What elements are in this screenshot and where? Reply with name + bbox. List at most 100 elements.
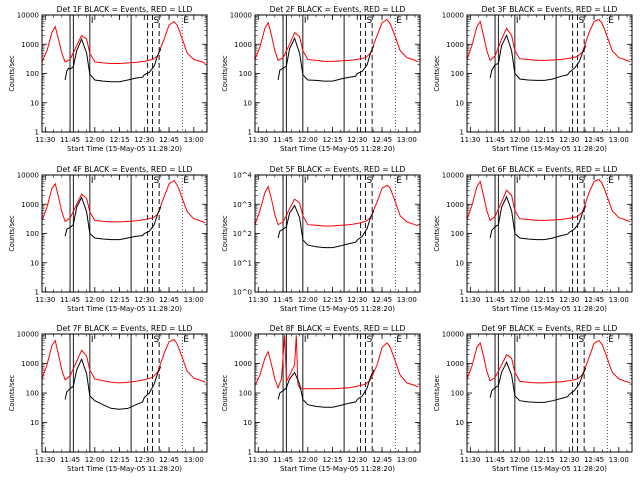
- x-tick-label: 12:30: [134, 456, 154, 464]
- x-tick-label: 13:00: [184, 456, 204, 464]
- marker-label: E: [396, 176, 402, 186]
- panel-title: Det 4F BLACK = Events, RED = LLD: [57, 165, 193, 174]
- y-tick-label: 1: [460, 449, 464, 457]
- marker-label: E: [183, 335, 189, 345]
- series-lld: [41, 20, 206, 64]
- marker-label: S: [579, 176, 585, 186]
- series-lld: [254, 18, 419, 63]
- x-tick-label: 12:15: [109, 136, 129, 144]
- x-tick-label: 12:00: [510, 136, 530, 144]
- panel-title: Det 9F BLACK = Events, RED = LLD: [482, 324, 618, 333]
- y-tick-label: 10000: [230, 331, 252, 339]
- panel-5: Det 5F BLACK = Events, RED = LLD Counts/s…: [221, 165, 421, 313]
- y-tick-label: 10: [243, 99, 252, 107]
- y-tick-label: 10^3: [233, 201, 252, 209]
- panel-title: Det 1F BLACK = Events, RED = LLD: [57, 5, 193, 14]
- x-tick-label: 12:15: [109, 296, 129, 304]
- plot-frame: [466, 333, 633, 453]
- y-tick-label: 100: [26, 390, 39, 398]
- panel-1: Det 1F BLACK = Events, RED = LLD Counts/s…: [8, 5, 208, 153]
- y-tick-label: 10000: [17, 331, 39, 339]
- y-tick-label: 10^4: [233, 172, 253, 180]
- y-tick-label: 10: [455, 259, 464, 267]
- y-tick-label: 10000: [17, 172, 39, 180]
- marker-label: E: [608, 335, 614, 345]
- x-tick-label: 12:00: [510, 456, 530, 464]
- x-tick-label: 12:00: [298, 296, 318, 304]
- x-tick-label: 11:45: [273, 136, 293, 144]
- x-tick-label: 12:30: [347, 456, 367, 464]
- panel-6: Det 6F BLACK = Events, RED = LLD Counts/s…: [433, 165, 633, 313]
- x-tick-label: 12:45: [159, 296, 179, 304]
- panel-title: Det 6F BLACK = Events, RED = LLD: [482, 165, 618, 174]
- x-tick-label: 11:30: [460, 296, 480, 304]
- x-tick-label: 12:30: [559, 456, 579, 464]
- panel-title: Det 3F BLACK = Events, RED = LLD: [482, 5, 618, 14]
- marker-label: E: [396, 335, 402, 345]
- x-tick-label: 11:45: [60, 296, 80, 304]
- series-events: [489, 195, 587, 241]
- y-tick-label: 1: [35, 449, 39, 457]
- y-tick-label: 100: [26, 70, 39, 78]
- y-tick-label: 100: [239, 70, 252, 78]
- series-lld: [466, 339, 631, 384]
- series-events: [64, 37, 162, 83]
- x-axis-label: Start Time (15-May-05 11:28:20): [280, 465, 395, 473]
- y-tick-label: 1000: [21, 41, 39, 49]
- y-tick-label: 100: [451, 390, 464, 398]
- plot-frame: [466, 174, 633, 293]
- marker-label: E: [396, 16, 402, 26]
- series-events: [64, 357, 162, 410]
- series-events: [277, 36, 375, 82]
- x-tick-label: 13:00: [609, 136, 629, 144]
- x-tick-label: 12:30: [347, 136, 367, 144]
- y-tick-label: 10: [243, 419, 252, 427]
- marker-label: E: [608, 176, 614, 186]
- series-events: [277, 369, 375, 408]
- x-tick-label: 13:00: [397, 136, 417, 144]
- x-tick-label: 12:15: [322, 136, 342, 144]
- x-tick-label: 12:15: [322, 456, 342, 464]
- y-tick-label: 10: [455, 99, 464, 107]
- series-lld: [254, 184, 419, 227]
- x-tick-label: 13:00: [397, 456, 417, 464]
- x-tick-label: 12:00: [85, 296, 105, 304]
- series-events: [489, 34, 587, 81]
- marker-label: E: [183, 16, 189, 26]
- x-tick-label: 11:45: [273, 296, 293, 304]
- x-tick-label: 11:30: [248, 456, 268, 464]
- y-tick-label: 10: [455, 419, 464, 427]
- y-tick-label: 1000: [446, 41, 464, 49]
- y-tick-label: 10: [30, 259, 39, 267]
- y-axis-label: Counts/sec: [221, 215, 229, 252]
- marker-label: I: [304, 176, 307, 186]
- panel-title: Det 5F BLACK = Events, RED = LLD: [270, 165, 406, 174]
- plot-frame: [254, 174, 421, 293]
- marker-label: S: [579, 16, 585, 26]
- plot-frame: [41, 333, 208, 453]
- y-tick-label: 100: [239, 390, 252, 398]
- marker-label: E: [183, 176, 189, 186]
- y-tick-label: 10: [30, 419, 39, 427]
- marker-label: S: [367, 176, 373, 186]
- marker-label: I: [304, 16, 307, 26]
- x-axis-label: Start Time (15-May-05 11:28:20): [492, 465, 607, 473]
- x-tick-label: 12:15: [109, 456, 129, 464]
- plot-frame: [466, 14, 633, 133]
- y-tick-label: 1: [248, 129, 252, 137]
- series-lld: [41, 338, 206, 384]
- x-tick-label: 12:15: [534, 456, 554, 464]
- x-tick-label: 13:00: [397, 296, 417, 304]
- x-tick-label: 11:45: [60, 136, 80, 144]
- y-axis-label: Counts/sec: [221, 374, 229, 411]
- x-tick-label: 12:45: [372, 456, 392, 464]
- marker-label: S: [579, 335, 585, 345]
- marker-label: I: [91, 335, 94, 345]
- x-tick-label: 12:00: [85, 136, 105, 144]
- x-tick-label: 11:30: [35, 296, 55, 304]
- panel-title: Det 7F BLACK = Events, RED = LLD: [57, 324, 193, 333]
- x-tick-label: 11:45: [485, 456, 505, 464]
- plot-frame: [254, 14, 421, 133]
- y-tick-label: 10000: [442, 12, 464, 20]
